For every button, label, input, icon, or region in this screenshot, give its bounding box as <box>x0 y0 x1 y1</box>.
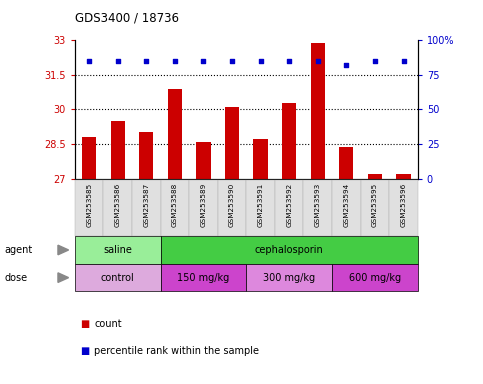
Text: GDS3400 / 18736: GDS3400 / 18736 <box>75 12 179 25</box>
Point <box>85 58 93 64</box>
Point <box>371 58 379 64</box>
Point <box>342 62 350 68</box>
Bar <box>168 89 182 179</box>
Point <box>228 58 236 64</box>
Bar <box>397 174 411 179</box>
Text: GSM253585: GSM253585 <box>86 182 92 227</box>
Text: GSM253588: GSM253588 <box>172 182 178 227</box>
Bar <box>339 147 354 179</box>
Text: cephalosporin: cephalosporin <box>255 245 324 255</box>
Bar <box>311 43 325 179</box>
Text: 150 mg/kg: 150 mg/kg <box>177 273 229 283</box>
Text: GSM253587: GSM253587 <box>143 182 149 227</box>
Point <box>257 58 265 64</box>
Text: dose: dose <box>5 273 28 283</box>
Text: GSM253594: GSM253594 <box>343 182 349 227</box>
Text: ■: ■ <box>80 346 89 356</box>
Bar <box>82 137 96 179</box>
Text: GSM253589: GSM253589 <box>200 182 206 227</box>
Bar <box>282 103 297 179</box>
Text: agent: agent <box>5 245 33 255</box>
Text: percentile rank within the sample: percentile rank within the sample <box>94 346 259 356</box>
Bar <box>225 107 239 179</box>
Bar <box>139 132 154 179</box>
Point <box>171 58 179 64</box>
Text: saline: saline <box>103 245 132 255</box>
Bar <box>368 174 382 179</box>
Point <box>199 58 207 64</box>
Text: GSM253596: GSM253596 <box>400 182 407 227</box>
Point <box>399 58 407 64</box>
Text: 300 mg/kg: 300 mg/kg <box>263 273 315 283</box>
Text: GSM253591: GSM253591 <box>257 182 264 227</box>
Bar <box>196 142 211 179</box>
Text: GSM253590: GSM253590 <box>229 182 235 227</box>
Text: GSM253592: GSM253592 <box>286 182 292 227</box>
Bar <box>111 121 125 179</box>
Text: GSM253593: GSM253593 <box>315 182 321 227</box>
Text: 600 mg/kg: 600 mg/kg <box>349 273 401 283</box>
Point <box>314 58 322 64</box>
Text: GSM253595: GSM253595 <box>372 182 378 227</box>
Text: GSM253586: GSM253586 <box>115 182 121 227</box>
Text: ■: ■ <box>80 319 89 329</box>
Point <box>114 58 122 64</box>
Text: control: control <box>101 273 135 283</box>
Point <box>142 58 150 64</box>
Bar <box>254 139 268 179</box>
Point <box>285 58 293 64</box>
Text: count: count <box>94 319 122 329</box>
